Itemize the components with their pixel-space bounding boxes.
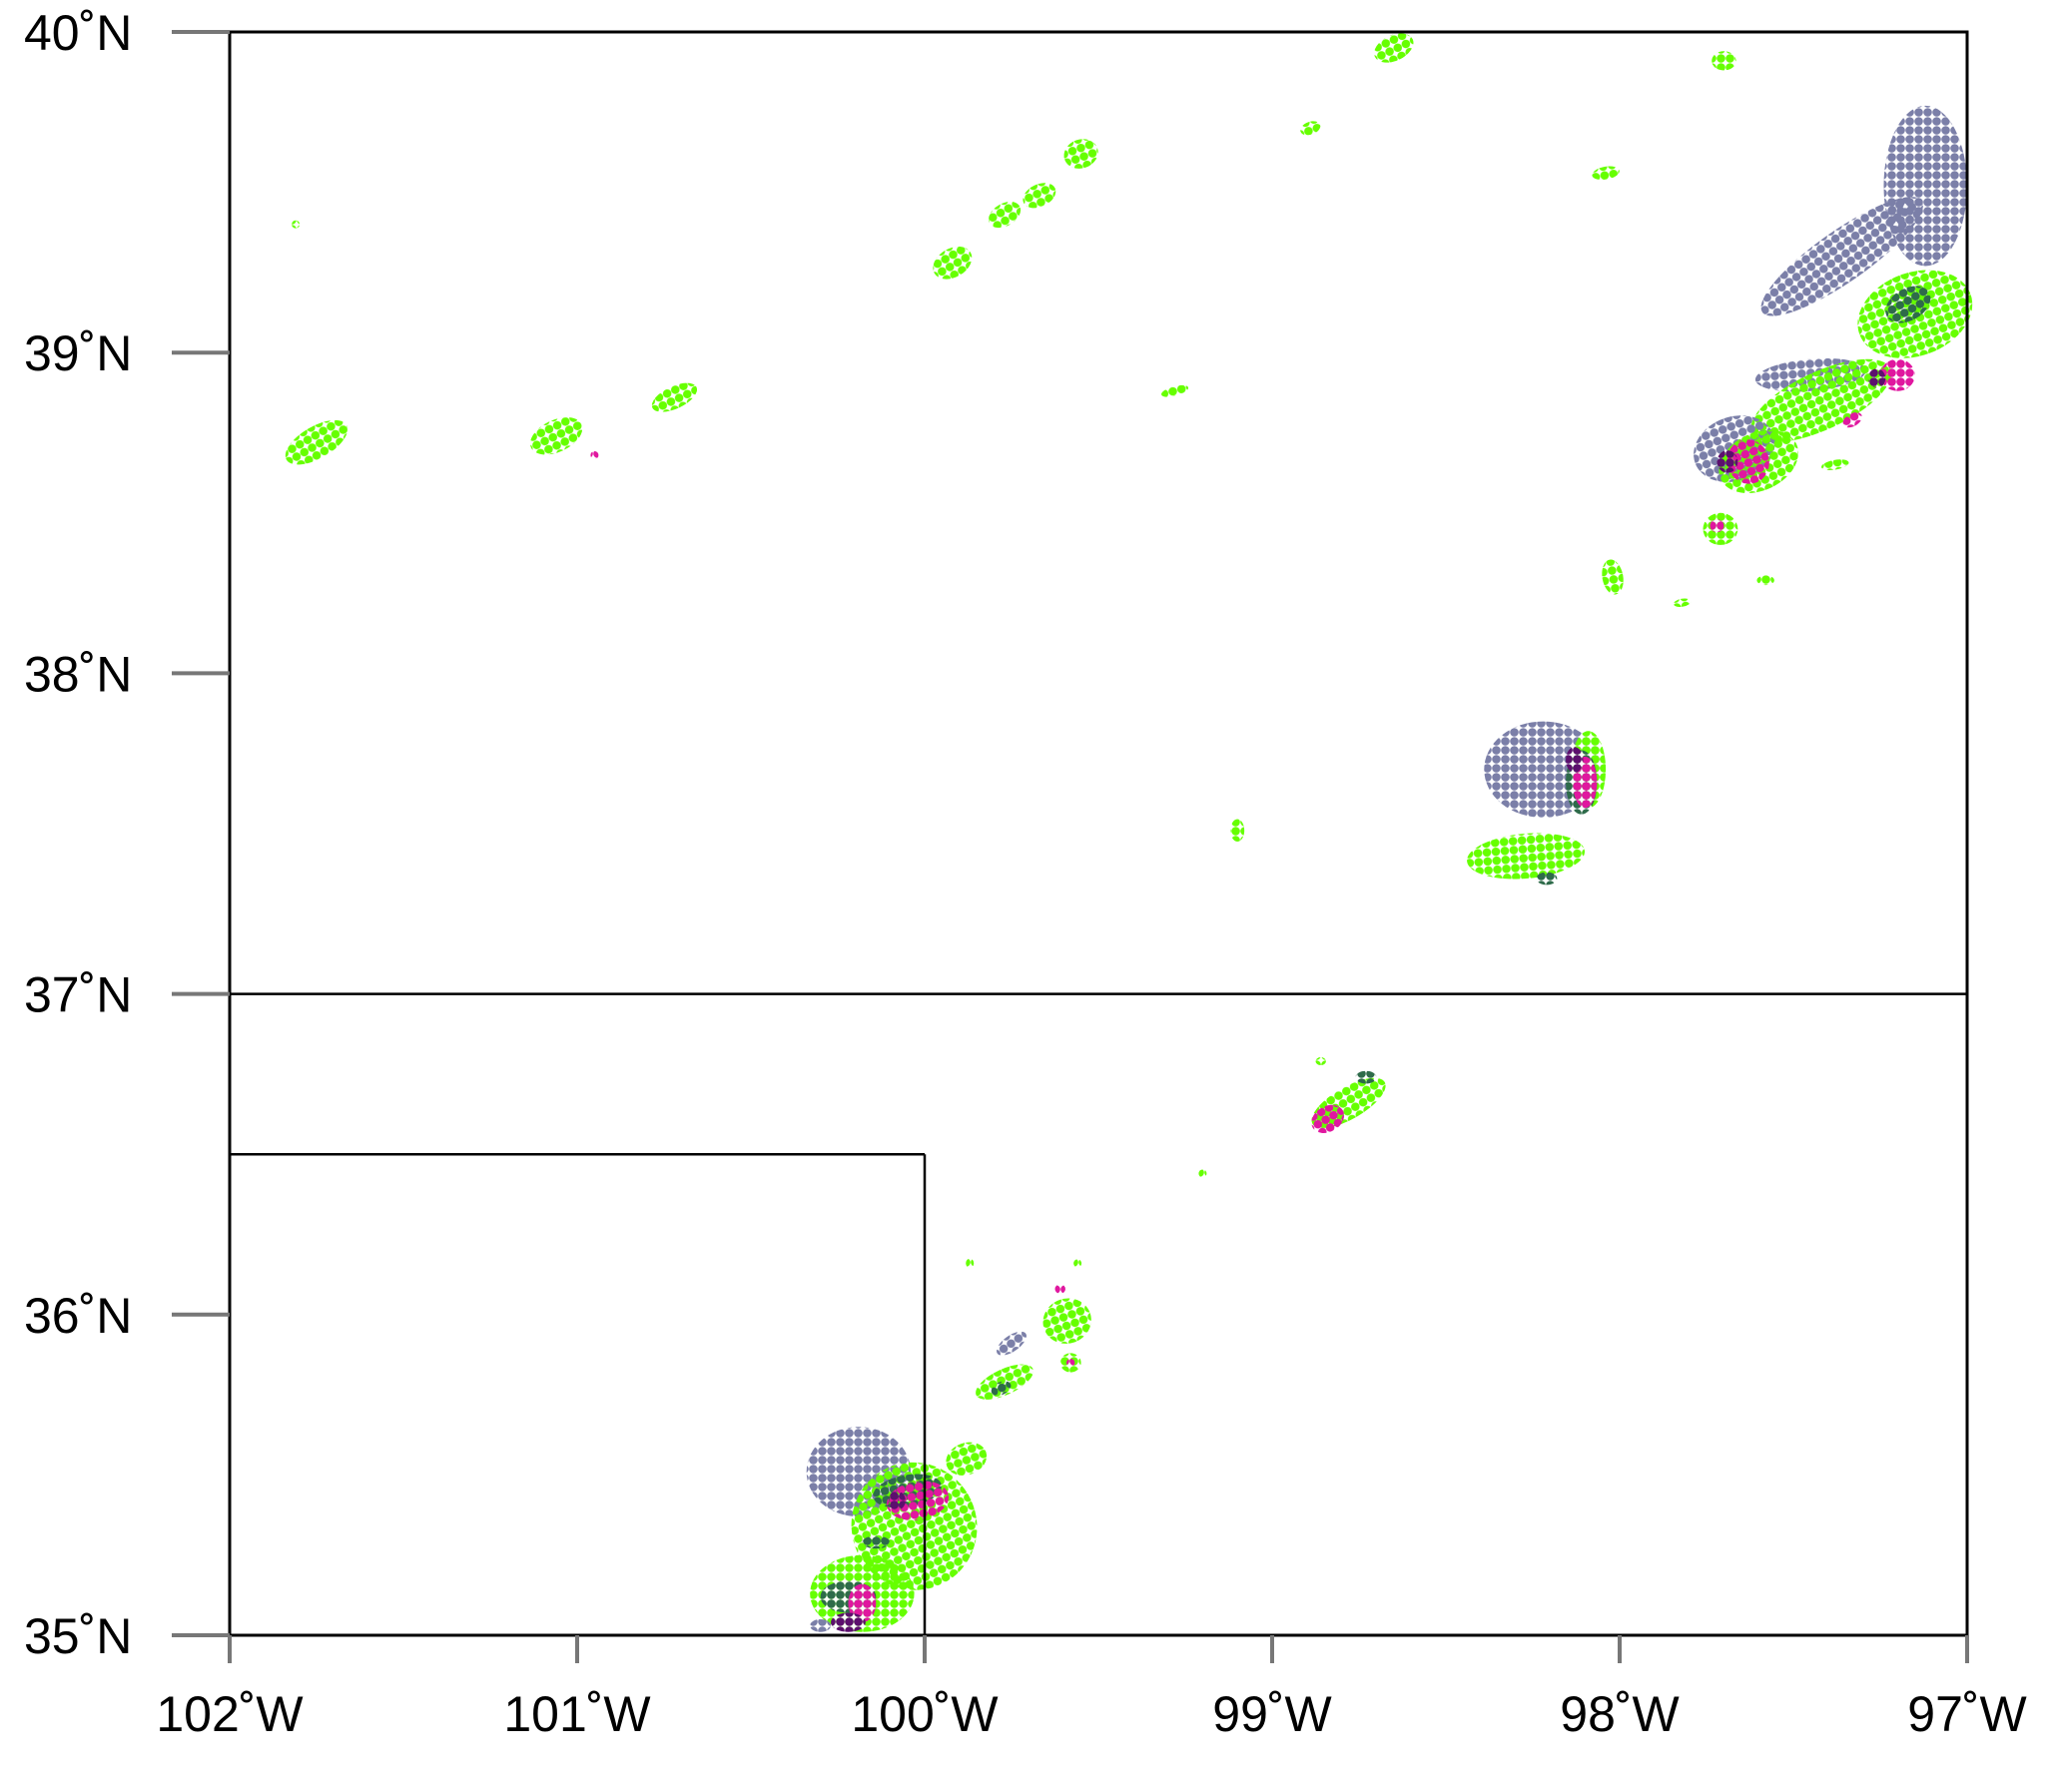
lat-tick-label: 39˚N bbox=[24, 325, 132, 381]
echo-cell-light-green bbox=[1198, 1169, 1207, 1178]
echo-cell-light-green bbox=[1023, 183, 1056, 209]
echo-cell-purple bbox=[1867, 368, 1886, 388]
echo-cell-magenta bbox=[590, 450, 599, 459]
echo-cell-light-green bbox=[946, 1442, 988, 1477]
echo-cell-magenta bbox=[887, 1481, 950, 1520]
map-frame bbox=[228, 30, 1969, 1637]
lat-tick-label: 38˚N bbox=[24, 646, 132, 702]
echo-cell-slate-blue bbox=[997, 1331, 1027, 1356]
echo-cell-light-green bbox=[285, 419, 348, 465]
echo-cell-dark-green bbox=[1355, 1070, 1377, 1084]
echo-cell-dark-green bbox=[991, 1381, 1012, 1396]
echo-cell-purple bbox=[831, 1612, 866, 1632]
echo-cell-light-green bbox=[1467, 833, 1586, 880]
echo-cell-magenta bbox=[1726, 439, 1769, 484]
echo-cell-slate-blue bbox=[1760, 197, 1923, 316]
echo-cell-light-green bbox=[1821, 459, 1849, 470]
lon-tick-label: 102˚W bbox=[156, 1686, 304, 1742]
lat-tick-label: 37˚N bbox=[24, 967, 132, 1023]
echo-cell-magenta bbox=[848, 1583, 877, 1623]
echo-cell-light-green bbox=[1374, 33, 1414, 63]
echo-cell-light-green bbox=[1756, 575, 1774, 586]
echo-cell-light-green bbox=[529, 416, 583, 455]
echo-cell-light-green bbox=[1592, 166, 1620, 181]
echo-cell-light-green bbox=[1315, 1057, 1326, 1066]
lon-tick-label: 101˚W bbox=[503, 1686, 651, 1742]
echo-cell-light-green bbox=[1674, 598, 1692, 607]
echo-cell-light-green bbox=[933, 246, 973, 280]
echo-cell-light-green bbox=[1073, 1259, 1082, 1268]
state-borders-layer bbox=[230, 992, 1967, 1635]
echo-cells-layer bbox=[285, 33, 1973, 1632]
echo-cell-purple bbox=[1566, 747, 1584, 773]
echo-cell-light-green bbox=[988, 202, 1022, 229]
lon-tick-label: 100˚W bbox=[851, 1686, 999, 1742]
lat-tick-label: 40˚N bbox=[24, 5, 132, 61]
echo-cell-light-green bbox=[651, 382, 698, 412]
echo-cell-dark-green bbox=[862, 1535, 891, 1549]
echo-cell-light-green bbox=[1042, 1298, 1091, 1344]
echo-cell-light-green bbox=[1750, 358, 1892, 443]
lon-tick-label: 99˚W bbox=[1212, 1686, 1332, 1742]
echo-cell-magenta bbox=[1880, 358, 1915, 391]
echo-cell-magenta bbox=[1311, 1104, 1345, 1133]
echo-cell-light-green bbox=[1063, 139, 1098, 169]
echo-cell-magenta bbox=[1065, 1358, 1075, 1367]
echo-cell-purple bbox=[888, 1491, 906, 1510]
echo-cell-light-green bbox=[1602, 559, 1624, 595]
lon-tick-label: 98˚W bbox=[1560, 1686, 1680, 1742]
echo-cell-slate-blue bbox=[810, 1618, 832, 1632]
echo-cell-magenta bbox=[1842, 412, 1862, 428]
axis-ticks-layer: 102˚W 101˚W 100˚W 99˚W 98˚W 97˚W 40˚N 39˚N 38˚N 3… bbox=[24, 5, 2028, 1742]
lat-tick-label: 35˚N bbox=[24, 1608, 132, 1664]
echo-cell-dark-green bbox=[1536, 872, 1558, 886]
echo-cell-dark-green bbox=[1885, 286, 1931, 323]
lat-tick-label: 36˚N bbox=[24, 1288, 132, 1344]
echo-cell-purple bbox=[1717, 450, 1738, 473]
echo-cell-light-green bbox=[1712, 51, 1736, 71]
echo-cell-light-green bbox=[1230, 819, 1245, 843]
echo-cell-light-green bbox=[1161, 384, 1189, 397]
echo-cell-light-green bbox=[966, 1258, 975, 1269]
echo-cell-magenta bbox=[1054, 1284, 1065, 1294]
echo-cell-magenta bbox=[1710, 519, 1724, 533]
echo-cell-light-green bbox=[1300, 121, 1321, 136]
echo-cell-light-green bbox=[292, 220, 301, 229]
lon-tick-label: 97˚W bbox=[1907, 1686, 2027, 1742]
